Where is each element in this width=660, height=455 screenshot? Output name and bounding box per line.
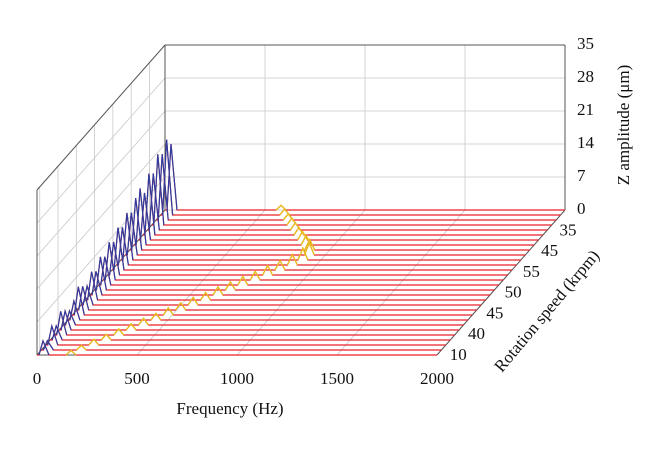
ridge-peak	[162, 306, 174, 316]
trace	[138, 192, 539, 241]
spike	[126, 212, 138, 256]
ridge-peak	[187, 296, 199, 306]
z-tick-label: 21	[577, 100, 594, 119]
ridge-peak	[237, 275, 249, 286]
ridge-peak	[261, 264, 274, 276]
ridge-peak	[137, 317, 150, 326]
trace	[98, 256, 499, 286]
z-tick-label: 0	[577, 199, 586, 218]
trace	[147, 173, 548, 231]
spike	[47, 323, 59, 346]
grid-line	[136, 209, 266, 356]
spike	[82, 283, 94, 306]
spike	[51, 324, 63, 341]
trace	[63, 309, 464, 326]
trace	[134, 188, 535, 246]
spike	[109, 241, 121, 276]
x-tick-label: 0	[33, 369, 42, 388]
depth-tick-label: 35	[559, 221, 576, 240]
spike	[122, 212, 134, 261]
spike	[42, 339, 54, 351]
spike	[117, 227, 129, 266]
spike	[148, 173, 160, 231]
grid-line	[236, 209, 366, 356]
ridge-peak	[175, 301, 187, 311]
grid-line	[336, 209, 466, 356]
spike	[162, 139, 174, 216]
spike	[100, 256, 112, 286]
ridge-peak	[200, 291, 212, 301]
ridge-peak	[212, 285, 224, 296]
trace	[125, 212, 526, 256]
z-axis-label: Z amplitude (μm)	[614, 65, 633, 186]
spike	[139, 192, 152, 241]
depth-tick-label: 45	[486, 303, 503, 322]
z-tick-label: 7	[577, 166, 586, 185]
trace	[85, 271, 486, 301]
trace	[116, 227, 517, 266]
spike	[56, 311, 68, 336]
trace	[72, 286, 473, 316]
spike	[135, 188, 147, 246]
depth-tick-label: 45	[541, 241, 558, 260]
ridge-peak	[100, 333, 112, 341]
depth-tick-label: 10	[450, 345, 467, 364]
spike	[131, 198, 143, 251]
z-tick-label: 14	[577, 133, 595, 152]
spike	[95, 256, 107, 291]
ridge-peak	[303, 241, 315, 256]
ridge-peak	[275, 204, 287, 211]
ridge-peak	[88, 338, 100, 346]
spike	[78, 286, 90, 311]
spike	[60, 308, 72, 331]
spike	[144, 173, 156, 236]
trace	[129, 198, 530, 251]
ridge-peak	[249, 270, 261, 281]
z-tick-label: 28	[577, 67, 594, 86]
ridge-peak	[304, 237, 316, 251]
grid-line	[36, 110, 166, 257]
spike	[91, 271, 103, 296]
x-tick-label: 1500	[320, 369, 354, 388]
spike	[166, 143, 178, 211]
ridge-peak	[65, 349, 77, 356]
z-tick-label: 35	[577, 34, 594, 53]
x-tick-label: 500	[124, 369, 150, 388]
depth-tick-label: 55	[523, 262, 540, 281]
ridge-peak	[224, 280, 236, 291]
x-tick-label: 2000	[420, 369, 454, 388]
ridge-peak	[279, 208, 291, 216]
ridge-peak	[274, 259, 286, 271]
axis-line	[436, 209, 566, 356]
trace	[142, 173, 543, 236]
x-tick-label: 1000	[220, 369, 254, 388]
spike	[64, 309, 77, 326]
spike	[38, 339, 50, 356]
spike	[113, 227, 125, 271]
spike	[157, 153, 169, 221]
depth-tick-label: 50	[505, 283, 522, 302]
depth-tick-label: 40	[468, 324, 485, 343]
x-axis-label: Frequency (Hz)	[176, 399, 283, 418]
ridge-peak	[150, 312, 162, 321]
spike	[153, 154, 165, 226]
ridge-peak	[113, 327, 125, 336]
ridge-peak	[75, 344, 87, 351]
axis-line	[36, 44, 166, 191]
ridge-peak	[286, 252, 299, 266]
ridge-peak	[125, 322, 137, 331]
ridge-peak	[297, 246, 309, 261]
trace	[151, 154, 552, 226]
depth-axis-label: Rotation speed (krpm)	[490, 246, 603, 375]
